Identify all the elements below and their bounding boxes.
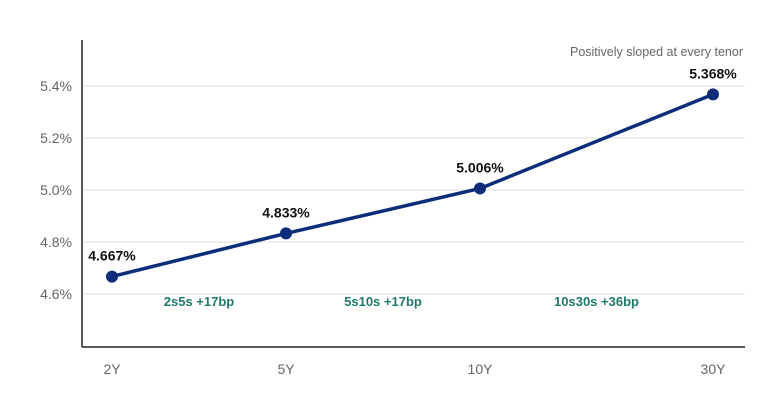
yield-series: [106, 88, 719, 283]
data-point: [707, 88, 719, 101]
x-tick-labels: 2Y 5Y 10Y 30Y: [103, 361, 726, 377]
x-tick-label: 5Y: [277, 361, 295, 377]
y-tick-label: 4.8%: [40, 234, 72, 250]
data-label: 4.833%: [262, 204, 310, 220]
data-label: 4.667%: [88, 248, 136, 264]
y-tick-label: 5.4%: [40, 78, 72, 94]
x-tick-label: 30Y: [701, 361, 727, 377]
spread-label: 2s5s +17bp: [164, 294, 235, 309]
x-tick-label: 2Y: [103, 361, 121, 377]
data-labels: 4.667% 4.833% 5.006% 5.368%: [88, 65, 737, 263]
curve-annotation: Positively sloped at every tenor: [570, 45, 743, 59]
y-tick-label: 5.2%: [40, 130, 72, 146]
data-point: [280, 227, 292, 240]
y-tick-label: 4.6%: [40, 286, 72, 302]
y-tick-labels: 4.6% 4.8% 5.0% 5.2% 5.4%: [40, 78, 72, 302]
data-point: [106, 270, 118, 283]
spread-labels: 2s5s +17bp 5s10s +17bp 10s30s +36bp: [164, 294, 639, 309]
yield-curve-line: [110, 92, 715, 279]
grid-lines: [82, 85, 745, 295]
data-label: 5.006%: [456, 159, 504, 175]
axes: [81, 40, 745, 348]
spread-label: 10s30s +36bp: [554, 294, 639, 309]
data-point: [474, 182, 486, 195]
spread-label: 5s10s +17bp: [344, 294, 422, 309]
data-label: 5.368%: [689, 65, 737, 81]
x-tick-label: 10Y: [468, 361, 494, 377]
y-tick-label: 5.0%: [40, 182, 72, 198]
